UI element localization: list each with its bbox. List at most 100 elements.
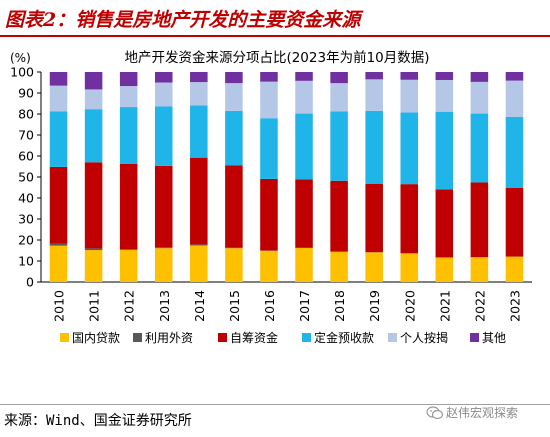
bar-segment: [505, 256, 524, 282]
y-tick-label: 0: [26, 275, 34, 290]
x-tick-label: 2011: [87, 290, 102, 322]
bar-segment: [225, 165, 243, 248]
x-tick-label: 2017: [297, 290, 312, 322]
bar-segment: [435, 189, 454, 258]
bar-segment: [505, 72, 524, 81]
bar-segment: [84, 250, 103, 282]
footer-divider: [0, 404, 550, 405]
y-tick-label: 20: [18, 233, 34, 248]
x-tick-label: 2012: [122, 290, 137, 322]
legend-swatch: [470, 333, 479, 342]
figure-title: 图表2：销售是房地产开发的主要资金来源: [5, 9, 361, 31]
y-tick-label: 50: [18, 170, 34, 185]
bar-segment: [435, 257, 454, 282]
x-tick-label: 2021: [437, 290, 452, 322]
y-tick-label: 90: [18, 86, 34, 101]
bar-segment: [154, 247, 173, 249]
bar-segment: [225, 83, 243, 111]
legend-swatch: [60, 333, 69, 342]
x-tick-label: 2010: [52, 290, 67, 322]
y-tick-label: 80: [18, 107, 34, 122]
legend-label: 国内贷款: [72, 331, 120, 345]
y-tick-label: 30: [18, 212, 34, 227]
wechat-icon: [426, 406, 444, 420]
y-tick-label: 10: [18, 254, 34, 269]
legend-swatch: [388, 333, 397, 342]
y-tick-label: 100: [10, 65, 34, 80]
bar-segment: [505, 116, 524, 188]
x-tick-label: 2016: [262, 290, 277, 322]
bar-segment: [84, 162, 103, 249]
bar-segment: [225, 248, 243, 282]
bar-segment: [49, 245, 68, 282]
x-tick-label: 2019: [367, 290, 382, 322]
bar-segment: [505, 80, 524, 117]
bar-segment: [295, 80, 313, 114]
bar-segment: [400, 253, 419, 282]
chart-container: 地产开发资金来源分项占比(2023年为前10月数据) (%) 0 10 20 30 40 50…: [0, 40, 550, 380]
legend-label: 其他: [482, 331, 506, 345]
legend-label: 个人按揭: [400, 330, 448, 345]
bar-segment: [49, 166, 68, 244]
watermark-text: 赵伟宏观探索: [446, 406, 519, 420]
bar-segment: [154, 106, 173, 166]
bar-segment: [295, 113, 313, 180]
bar-segment: [190, 82, 208, 106]
bar-segment: [330, 180, 348, 252]
bar-segment: [190, 157, 208, 245]
bar-segment: [154, 72, 173, 83]
bar-segment: [49, 243, 68, 246]
legend-swatch: [133, 333, 142, 342]
x-tick-label: 2022: [472, 290, 487, 322]
bar-segment: [260, 178, 278, 251]
bar-segment: [330, 83, 348, 112]
bar-segment: [365, 252, 383, 282]
bar-segment: [470, 182, 489, 258]
bar-segment: [225, 110, 243, 166]
bar-segment: [49, 85, 68, 112]
x-tick-label: 2014: [192, 290, 207, 322]
bar-segment: [119, 107, 138, 164]
bar-segment: [190, 72, 208, 83]
bar-segment: [470, 113, 489, 183]
bar-segment: [84, 109, 103, 163]
bar-segment: [365, 79, 383, 111]
bar-segment: [119, 249, 138, 282]
bar-segment: [154, 165, 173, 248]
bar-segment: [330, 251, 348, 282]
bar-segment: [260, 81, 278, 119]
bar-segment: [84, 248, 103, 251]
bar-segment: [260, 72, 278, 82]
bar-segment: [365, 183, 383, 253]
legend-label: 定金预收款: [314, 330, 374, 345]
bar-segment: [84, 89, 103, 110]
bar-segment: [505, 187, 524, 257]
bar-segment: [119, 163, 138, 250]
bar-segment: [190, 105, 208, 158]
bar-segment: [400, 79, 419, 113]
x-tick-label: 2018: [332, 290, 347, 322]
bar-segment: [435, 72, 454, 80]
bar-segment: [190, 245, 208, 282]
y-tick-label: 60: [18, 149, 34, 164]
bar-segment: [435, 111, 454, 190]
bar-segment: [400, 184, 419, 254]
legend-label: 自筹资金: [230, 330, 278, 345]
bar-segment: [154, 248, 173, 282]
y-axis-unit: (%): [10, 51, 31, 65]
bar-segment: [295, 72, 313, 81]
chart-title: 地产开发资金来源分项占比(2023年为前10月数据): [124, 49, 429, 66]
bar-segment: [435, 79, 454, 112]
figure-header: 图表2：销售是房地产开发的主要资金来源: [0, 0, 550, 37]
bar-segment: [470, 81, 489, 114]
bar-segment: [400, 112, 419, 185]
bar-segment: [119, 86, 138, 108]
x-tick-label: 2023: [507, 290, 522, 322]
x-tick-label: 2015: [227, 290, 242, 322]
legend-label: 利用外资: [145, 331, 193, 345]
bar-segment: [295, 179, 313, 248]
bar-segment: [470, 257, 489, 282]
bar-segment: [400, 72, 419, 80]
bar-segment: [260, 118, 278, 179]
bar-segment: [470, 72, 489, 82]
